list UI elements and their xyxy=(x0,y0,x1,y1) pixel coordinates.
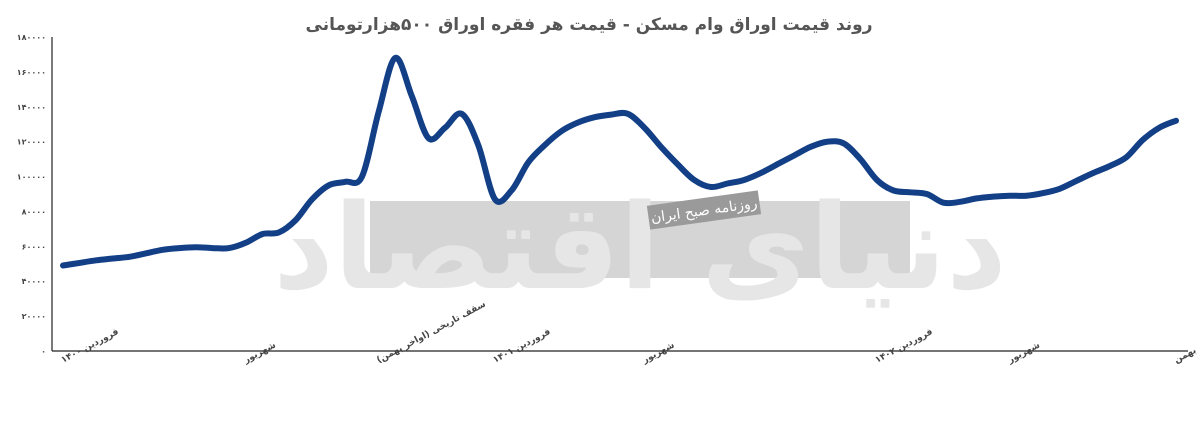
chart-title: روند قیمت اوراق وام مسکن - قیمت هر فقره … xyxy=(306,15,873,35)
watermark-main-text: دنیای اقتصاد xyxy=(273,178,1007,316)
y-tick-label: ۱۴۰۰۰۰ xyxy=(17,103,46,112)
x-tick-label: فروردین ۱۴۰۱ xyxy=(492,327,553,366)
y-tick-label: ۱۶۰۰۰۰ xyxy=(17,68,46,77)
x-tick-label: بهمن xyxy=(1173,346,1198,366)
watermark-sub-box xyxy=(646,190,762,230)
x-tick-label: شهریور xyxy=(242,341,278,367)
y-tick-label: ۱۲۰۰۰۰ xyxy=(17,138,46,147)
y-tick-label: ۸۰۰۰۰ xyxy=(22,207,46,216)
y-tick-labels: ۰ ۲۰۰۰۰ ۴۰۰۰۰ ۶۰۰۰۰ ۸۰۰۰۰ ۱۰۰۰۰۰ ۱۲۰۰۰۰ ۱۴۰۰۰۰ ۱… xyxy=(17,33,46,356)
y-tick-label: ۰ xyxy=(41,347,46,356)
y-tick-label: ۲۰۰۰۰ xyxy=(22,312,46,321)
y-tick-label: ۴۰۰۰۰ xyxy=(22,277,46,286)
x-tick-label: شهریور xyxy=(1006,341,1042,367)
y-tick-label: ۱۸۰۰۰۰ xyxy=(17,33,46,42)
y-tick-label: ۱۰۰۰۰۰ xyxy=(17,173,46,182)
x-tick-label: فروردین ۱۴۰۰ xyxy=(60,327,121,366)
x-tick-label: شهریور xyxy=(640,341,676,367)
y-tick-label: ۶۰۰۰۰ xyxy=(22,242,46,251)
watermark-band xyxy=(370,201,910,278)
series-layer xyxy=(60,54,1179,269)
x-tick-label: فروردین ۱۴۰۲ xyxy=(874,327,935,366)
series-line xyxy=(60,54,1179,269)
